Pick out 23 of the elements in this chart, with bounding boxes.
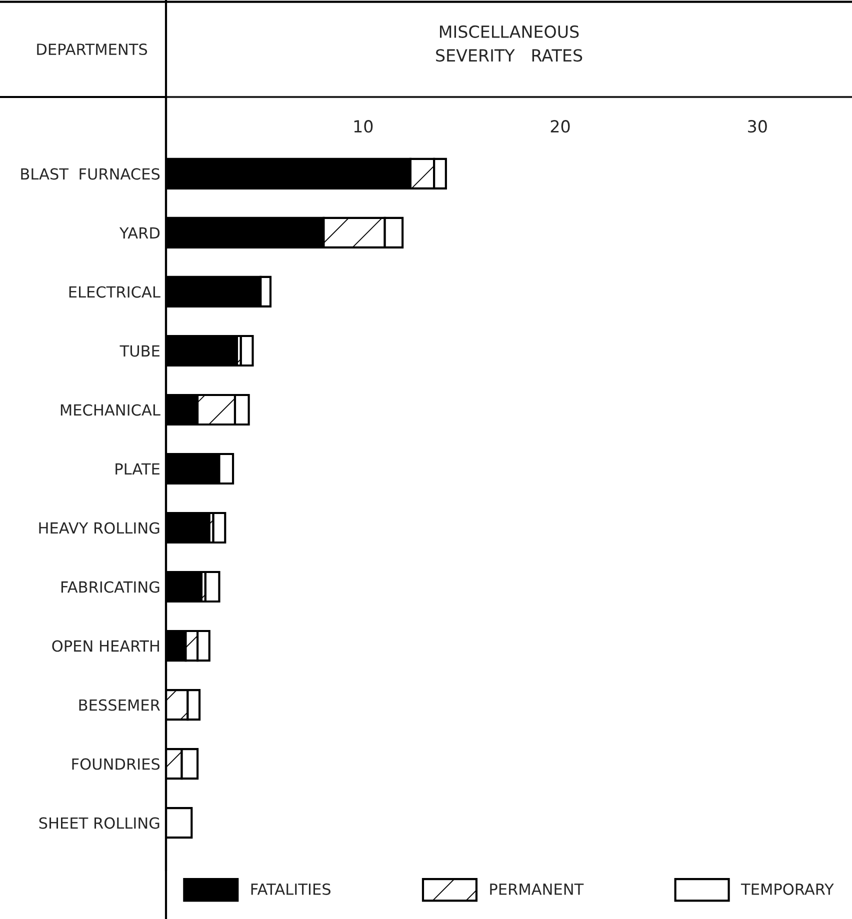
y-tick-label: BESSEMER (79, 699, 160, 711)
chart-title: MISCELLANEOUS SEVERITY RATES (436, 25, 582, 62)
y-tick-label: OPEN HEARTH (52, 640, 159, 652)
y-tick-label: ELECTRICAL (69, 286, 160, 298)
y-tick-label: MECHANICAL (60, 404, 160, 416)
legend-label: TEMPORARY (740, 883, 834, 895)
x-tick-label: 20 (550, 120, 570, 133)
y-tick-label: SHEET ROLLING (39, 817, 160, 829)
y-tick-label: TUBE (120, 345, 160, 357)
y-tick-label: FOUNDRIES (72, 758, 160, 770)
y-tick-label: PLATE (116, 463, 160, 475)
bar (204, 570, 220, 603)
legend-label: PERMANENT (490, 884, 584, 895)
bar (240, 334, 254, 367)
y-tick-label: HEAVY ROLLING (39, 522, 160, 534)
x-tick-label: 10 (354, 120, 373, 133)
y-axis-title: DEPARTMENTS (37, 43, 148, 56)
bar (212, 512, 226, 544)
legend-label: FATALITIES (251, 883, 330, 895)
y-tick-label: YARD (119, 227, 160, 239)
y-tick-label: BLAST FURNACES (21, 168, 160, 180)
x-tick-label: 30 (748, 120, 767, 133)
y-tick-label: FABRICATING (61, 581, 160, 593)
